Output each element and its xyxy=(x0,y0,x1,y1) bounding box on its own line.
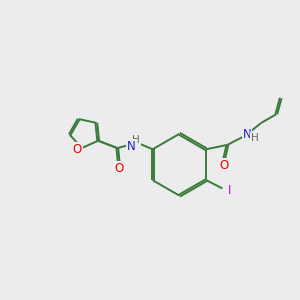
Text: H: H xyxy=(251,133,259,143)
Text: O: O xyxy=(219,159,229,172)
Text: I: I xyxy=(228,184,231,197)
Text: O: O xyxy=(114,162,123,175)
Text: N: N xyxy=(127,140,135,153)
Text: N: N xyxy=(242,128,251,141)
Text: H: H xyxy=(132,135,140,146)
Text: O: O xyxy=(73,143,82,156)
